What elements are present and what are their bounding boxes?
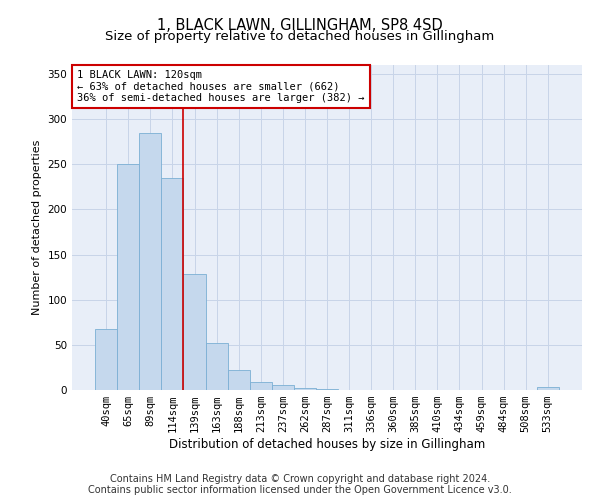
Bar	[139, 132, 161, 390]
Text: Contains public sector information licensed under the Open Government Licence v3: Contains public sector information licen…	[88, 485, 512, 495]
Y-axis label: Number of detached properties: Number of detached properties	[32, 140, 42, 315]
Bar	[95, 328, 117, 390]
Bar	[184, 274, 206, 390]
Bar	[272, 386, 294, 390]
X-axis label: Distribution of detached houses by size in Gillingham: Distribution of detached houses by size …	[169, 438, 485, 451]
Bar	[227, 370, 250, 390]
Text: Contains HM Land Registry data © Crown copyright and database right 2024.: Contains HM Land Registry data © Crown c…	[110, 474, 490, 484]
Bar	[161, 178, 184, 390]
Bar	[250, 382, 272, 390]
Bar	[206, 343, 227, 390]
Bar	[537, 388, 559, 390]
Bar	[117, 164, 139, 390]
Bar	[294, 388, 316, 390]
Text: Size of property relative to detached houses in Gillingham: Size of property relative to detached ho…	[106, 30, 494, 43]
Text: 1, BLACK LAWN, GILLINGHAM, SP8 4SD: 1, BLACK LAWN, GILLINGHAM, SP8 4SD	[157, 18, 443, 32]
Text: 1 BLACK LAWN: 120sqm
← 63% of detached houses are smaller (662)
36% of semi-deta: 1 BLACK LAWN: 120sqm ← 63% of detached h…	[77, 70, 365, 103]
Bar	[316, 389, 338, 390]
